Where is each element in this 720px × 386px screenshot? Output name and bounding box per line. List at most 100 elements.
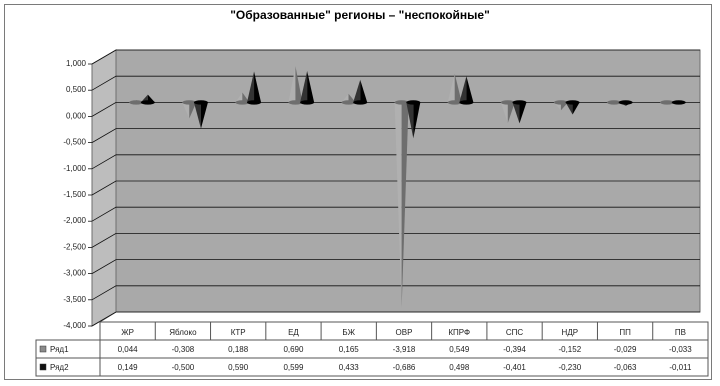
gridline: [91, 154, 700, 170]
cone-base: [606, 100, 621, 105]
y-tick-label: 0,000: [66, 111, 87, 120]
gridline: [91, 232, 700, 248]
cone-Ряд2-КТР: [254, 71, 262, 103]
data-label: 0,690: [283, 345, 304, 354]
data-label: 0,188: [228, 345, 249, 354]
data-label: -0,308: [172, 345, 195, 354]
cone-base: [671, 100, 686, 105]
data-label: 0,549: [449, 345, 470, 354]
category-label: ПВ: [675, 328, 686, 337]
y-tick-label: -2,000: [63, 216, 86, 225]
data-label: 0,149: [118, 363, 139, 372]
legend-swatch: [39, 363, 47, 371]
cone-Ряд2-ОВР: [413, 102, 421, 139]
data-label: 0,433: [339, 363, 360, 372]
data-label: 0,590: [228, 363, 249, 372]
table-row: [35, 357, 709, 377]
cone-Ряд1-ОВР: [401, 102, 409, 308]
y-tick-label: 1,000: [66, 59, 87, 68]
cone-Ряд2-Яблоко: [200, 102, 208, 129]
cone-Ряд2-КПРФ-left: [459, 76, 467, 103]
cone-base: [193, 100, 208, 105]
legend-entry: Ряд2: [50, 363, 69, 372]
legend-swatch: [39, 345, 47, 353]
cone-base: [447, 100, 462, 105]
cone-Ряд1-ОВР-left: [394, 102, 402, 308]
y-tick-label: -3,000: [63, 269, 86, 278]
cone-base: [565, 100, 580, 105]
y-tick-label: 0,500: [66, 85, 87, 94]
data-label: -0,500: [172, 363, 195, 372]
data-label: -0,033: [669, 345, 692, 354]
cone-Ряд1-КПРФ-left: [447, 73, 455, 103]
category-label: ЖР: [121, 328, 134, 337]
data-label: -0,401: [503, 363, 526, 372]
category-label: ПП: [619, 328, 631, 337]
y-tick-label: -2,500: [63, 242, 86, 251]
data-label: -0,152: [558, 345, 581, 354]
cone-base: [129, 100, 144, 105]
legend-entry: Ряд1: [50, 345, 69, 354]
cone-base: [341, 100, 356, 105]
cone-Ряд1-Яблоко-left: [182, 102, 190, 119]
gridline: [91, 311, 700, 327]
cone-Ряд2-КПРФ: [466, 76, 474, 103]
cone-base: [553, 100, 568, 105]
y-tick-label: -4,000: [63, 321, 86, 330]
cone-base: [660, 100, 675, 105]
chart-title: "Образованные" регионы – "неспокойные": [230, 8, 490, 22]
category-label: КТР: [231, 328, 246, 337]
cone-Ряд1-СПС-left: [500, 102, 508, 124]
category-label: Яблоко: [169, 328, 197, 337]
y-tick-label: -0,500: [63, 138, 86, 147]
data-label: -0,230: [558, 363, 581, 372]
cone-Ряд1-БЖ-left: [341, 93, 349, 103]
cone-Ряд2-НДР: [572, 102, 580, 115]
cone-Ряд2-ЕД-left: [300, 71, 308, 103]
data-label: 0,498: [449, 363, 470, 372]
category-label: ОВР: [396, 328, 413, 337]
cone-base: [247, 100, 262, 105]
category-label: КПРФ: [448, 328, 470, 337]
category-label: СПС: [506, 328, 524, 337]
cone-Ряд2-БЖ: [360, 79, 368, 103]
data-label: -0,029: [614, 345, 637, 354]
gridline: [91, 206, 700, 222]
cone-base: [182, 100, 197, 105]
cone-base: [459, 100, 474, 105]
data-label: 0,165: [339, 345, 360, 354]
category-label: БЖ: [342, 328, 355, 337]
cone-Ряд1-ЕД-left: [288, 66, 296, 103]
cone-Ряд2-Яблоко-left: [193, 102, 201, 129]
cone-base: [300, 100, 315, 105]
cone-Ряд2-КТР-left: [247, 71, 255, 103]
cone-Ряд2-СПС: [519, 102, 527, 124]
cone-base: [394, 100, 409, 105]
category-label: НДР: [562, 328, 579, 337]
category-label: ЕД: [288, 328, 299, 337]
cone-Ряд2-НДР-left: [565, 102, 573, 115]
data-label: -0,394: [503, 345, 526, 354]
cone-base: [235, 100, 250, 105]
cone-Ряд1-ЕД: [295, 66, 303, 103]
gridline: [91, 128, 700, 143]
cone-Ряд1-Яблоко: [189, 102, 197, 119]
cone-Ряд2-БЖ-left: [353, 79, 361, 103]
gridline: [91, 259, 700, 274]
cone-base: [500, 100, 515, 105]
cone-Ряд1-КТР-left: [235, 92, 243, 103]
y-tick-label: -3,500: [63, 295, 86, 304]
cone-Ряд2-ЕД: [307, 71, 315, 103]
data-label: 0,599: [283, 363, 304, 372]
gridline: [91, 180, 700, 196]
cone-base: [512, 100, 527, 105]
cone-Ряд1-СПС: [507, 102, 515, 124]
cone-Ряд1-БЖ: [348, 93, 356, 103]
data-label: -0,011: [669, 363, 692, 372]
cone-base: [618, 100, 633, 105]
data-label: -0,063: [614, 363, 637, 372]
gridline: [91, 49, 700, 65]
cone-Ряд2-СПС-left: [512, 102, 520, 124]
cone-Ряд2-ОВР-left: [406, 102, 414, 139]
